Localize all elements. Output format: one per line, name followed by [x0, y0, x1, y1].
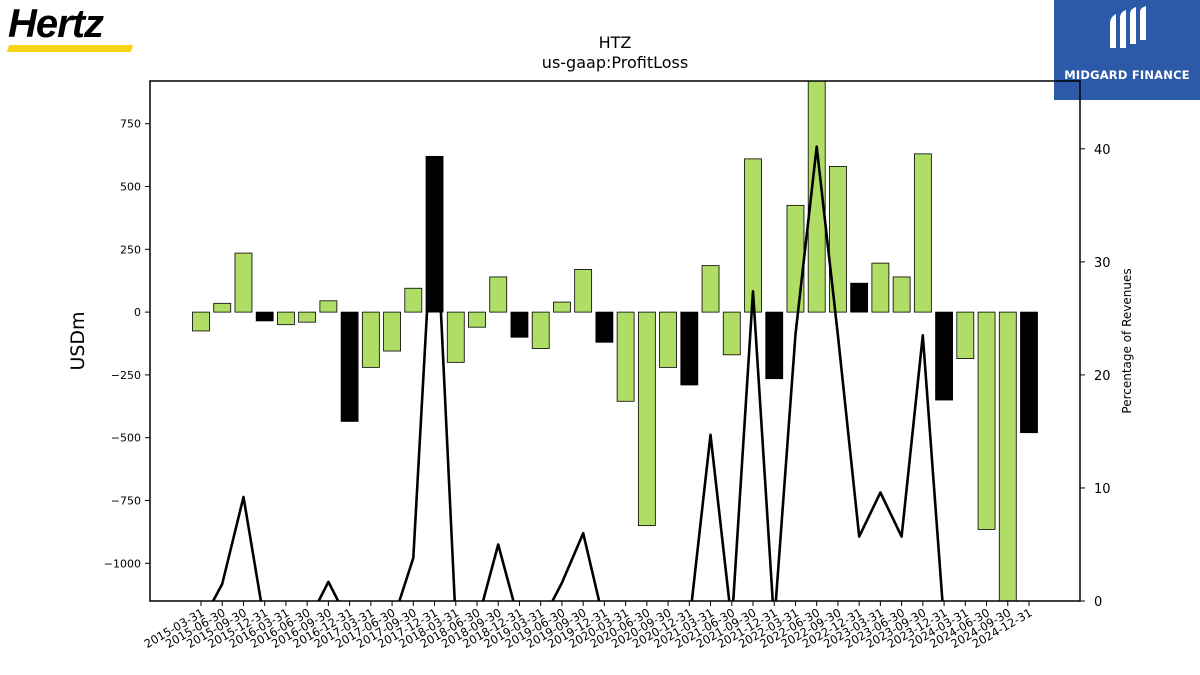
y-tick-label: 750: [120, 118, 141, 131]
y-tick-label: −500: [111, 432, 141, 445]
plot-area-frame: [149, 80, 1081, 602]
y-tick-label: 0: [134, 306, 141, 319]
bar-2019-03-31: [531, 311, 550, 349]
bar-2022-09-30: [829, 166, 847, 313]
bar-2020-12-31: [680, 311, 699, 386]
y2-axis-label: Percentage of Revenues: [1120, 268, 1134, 413]
y-tick-label: −1000: [104, 557, 141, 570]
bar-2018-03-31: [446, 311, 465, 363]
chart-subtitle: us-gaap:ProfitLoss: [542, 53, 688, 72]
y2-tick-label: 20: [1094, 369, 1111, 384]
bar-2021-09-30: [744, 158, 762, 313]
bar-2022-12-31: [850, 282, 869, 313]
bar-2022-06-30: [807, 81, 826, 313]
bar-2024-06-30: [977, 311, 996, 530]
y-tick-label: −250: [111, 369, 141, 382]
bar-2020-09-30: [659, 311, 677, 368]
y-tick-label: −750: [111, 495, 141, 508]
percentage-line: [211, 145, 944, 601]
y-axis-right: 0 10 20 30 40: [1080, 143, 1111, 610]
y-tick-label: 250: [120, 243, 141, 256]
bar-2015-12-31: [255, 311, 274, 322]
y-tick-label: 500: [120, 181, 141, 194]
bar-series: [192, 81, 1038, 601]
bar-2024-12-31: [1020, 311, 1038, 434]
y2-tick-label: 10: [1094, 482, 1111, 497]
bar-2021-12-31: [765, 311, 784, 380]
y2-tick-label: 40: [1094, 143, 1111, 158]
bar-2023-06-30: [892, 276, 911, 313]
bar-2016-03-31: [277, 311, 295, 326]
midgard-finance-logo: MIDGARD FINANCE: [1054, 0, 1200, 100]
y2-tick-label: 30: [1094, 256, 1111, 271]
bar-2017-06-30: [383, 311, 401, 352]
bar-2016-12-31: [340, 311, 359, 422]
bar-2023-03-31: [871, 262, 890, 313]
line-series: [211, 145, 944, 601]
midgard-emblem-icon: [1110, 6, 1146, 48]
hertz-logo: Hertz: [6, 2, 138, 54]
bar-2018-09-30: [489, 276, 508, 313]
bar-2020-03-31: [616, 311, 635, 402]
y-axis-label: USDm: [67, 311, 89, 370]
bar-2019-09-30: [574, 269, 593, 313]
chart-title: HTZ: [599, 33, 632, 52]
y2-tick-label: 0: [1094, 595, 1102, 610]
x-axis: 2015-03-312015-06-302015-09-302015-12-31…: [142, 601, 1035, 651]
bar-2024-03-31: [956, 311, 975, 359]
bar-2019-06-30: [553, 301, 571, 313]
bar-2021-03-31: [701, 265, 720, 313]
bar-2017-03-31: [361, 311, 380, 368]
bar-2023-12-31: [935, 311, 953, 401]
bar-2018-12-31: [510, 311, 529, 338]
hertz-wordmark: Hertz: [8, 2, 104, 46]
bar-2017-09-30: [404, 287, 423, 313]
bar-2019-12-31: [595, 311, 614, 343]
bar-2023-09-30: [913, 153, 932, 313]
bar-2018-06-30: [468, 311, 486, 328]
bar-2015-03-31: [192, 311, 210, 332]
bar-2016-09-30: [319, 300, 338, 313]
bar-2020-06-30: [637, 311, 656, 527]
bar-2015-06-30: [213, 302, 232, 313]
y-axis-left: −1000 −750 −500 −250 0 250 500 750: [104, 118, 150, 570]
midgard-finance-text: MIDGARD FINANCE: [1064, 68, 1190, 82]
bar-2016-06-30: [298, 311, 317, 323]
bar-2021-06-30: [722, 311, 741, 356]
bar-2015-09-30: [234, 252, 253, 313]
bar-2024-09-30: [998, 311, 1017, 601]
bar-2022-03-31: [786, 204, 805, 313]
